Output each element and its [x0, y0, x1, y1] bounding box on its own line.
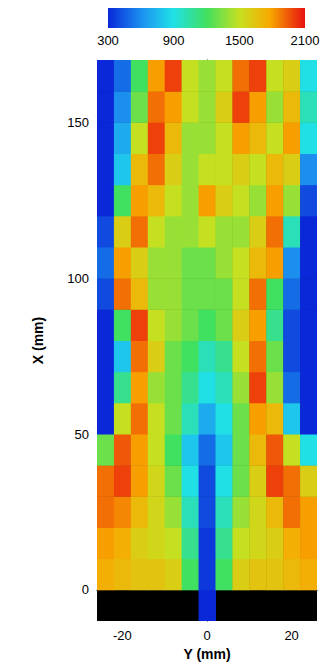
- svg-text:300: 300: [97, 33, 119, 48]
- svg-text:0: 0: [82, 582, 89, 597]
- svg-text:150: 150: [67, 115, 89, 130]
- svg-text:900: 900: [163, 33, 185, 48]
- svg-text:100: 100: [67, 271, 89, 286]
- svg-text:X (mm): X (mm): [30, 317, 46, 364]
- svg-text:1500: 1500: [225, 33, 254, 48]
- svg-text:-20: -20: [113, 628, 132, 643]
- svg-text:50: 50: [75, 427, 89, 442]
- svg-text:20: 20: [284, 628, 298, 643]
- svg-text:2100: 2100: [291, 33, 320, 48]
- svg-text:0: 0: [203, 628, 210, 643]
- svg-text:Y (mm): Y (mm): [183, 646, 230, 662]
